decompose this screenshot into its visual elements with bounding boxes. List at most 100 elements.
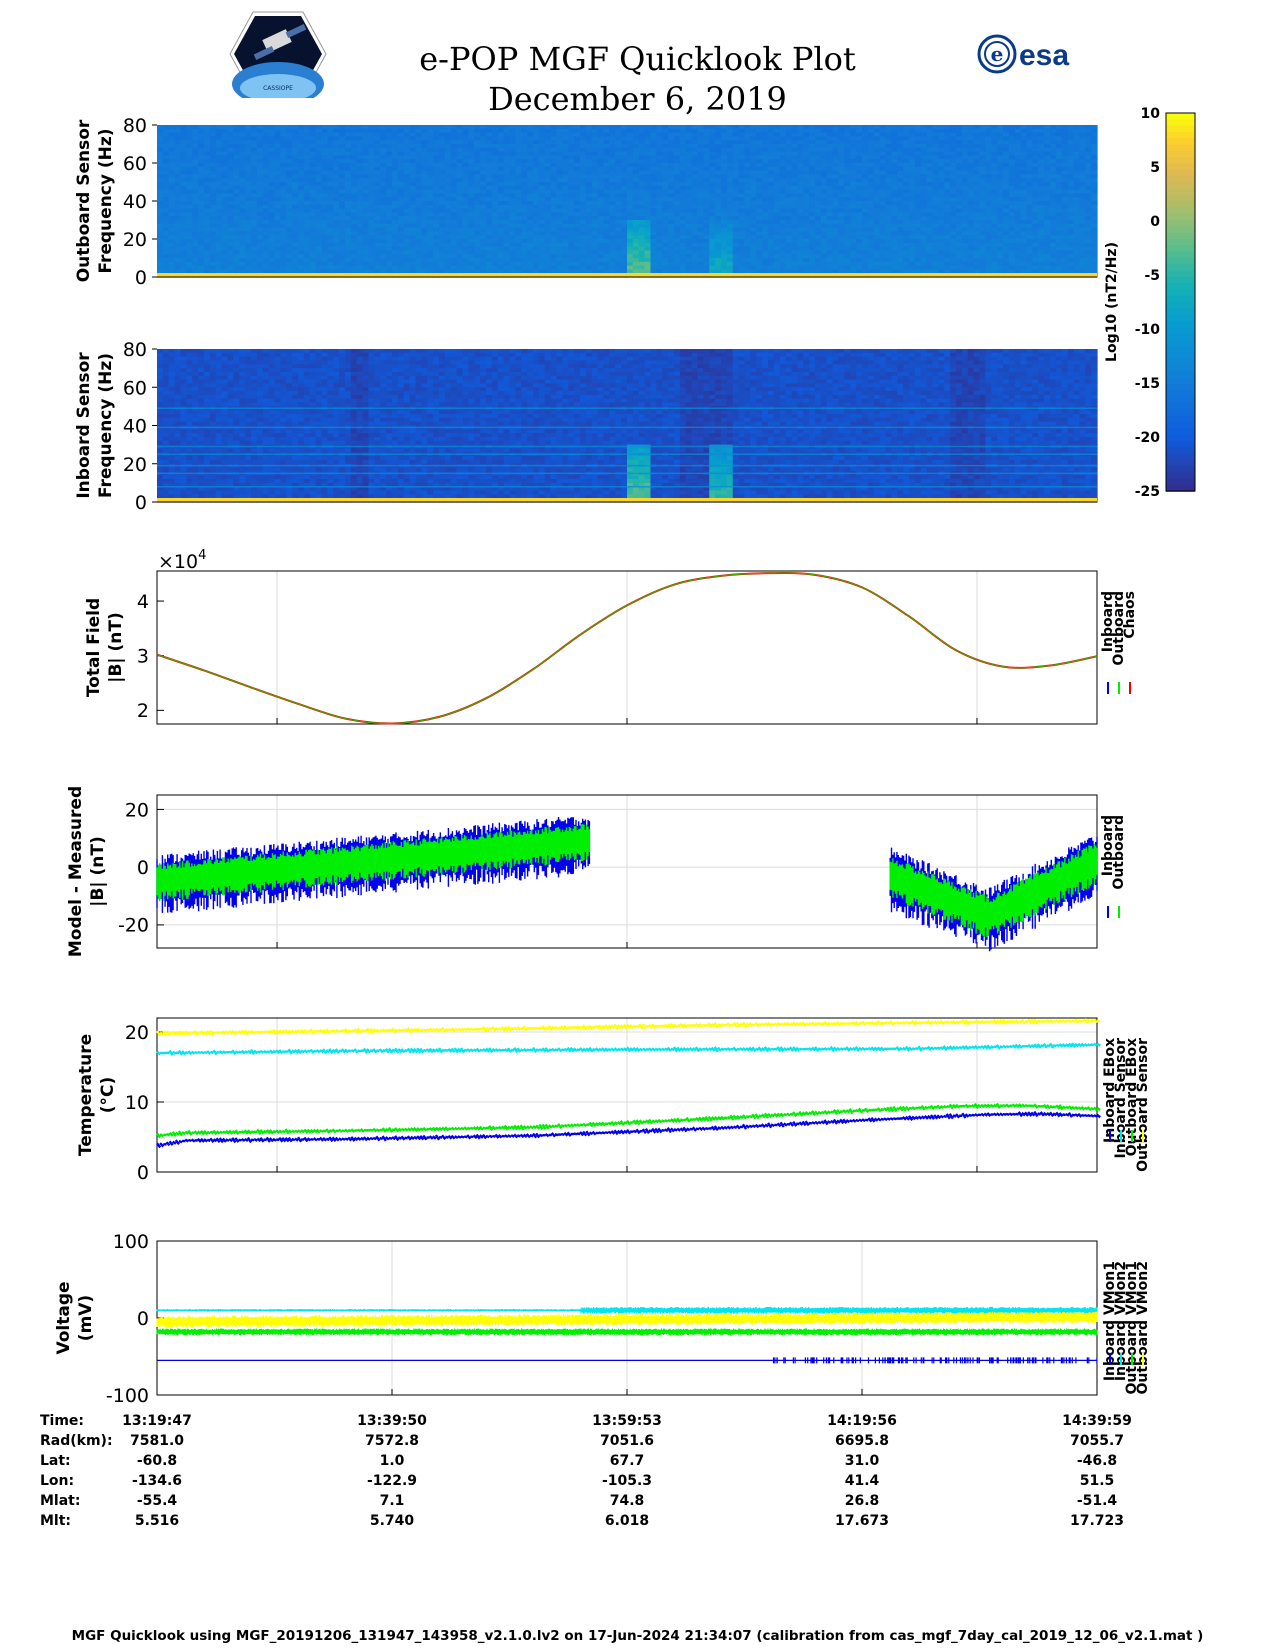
outboard-spectrogram-cell bbox=[773, 250, 781, 255]
outboard-spectrogram-cell bbox=[703, 227, 710, 232]
outboard-spectrogram-cell bbox=[627, 231, 634, 236]
outboard-spectrogram-cell bbox=[374, 197, 381, 202]
outboard-spectrogram-cell bbox=[544, 220, 552, 225]
outboard-spectrogram-cell bbox=[327, 216, 334, 221]
outboard-spectrogram-cell bbox=[556, 174, 563, 179]
outboard-spectrogram-cell bbox=[251, 269, 258, 274]
outboard-spectrogram-cell bbox=[791, 250, 798, 255]
outboard-spectrogram-cell bbox=[486, 265, 493, 270]
outboard-spectrogram-cell bbox=[873, 174, 881, 179]
outboard-spectrogram-cell bbox=[621, 216, 628, 221]
outboard-spectrogram-cell bbox=[350, 132, 358, 137]
outboard-spectrogram-cell bbox=[726, 265, 734, 270]
outboard-spectrogram-cell bbox=[544, 166, 552, 172]
outboard-spectrogram-cell bbox=[838, 254, 845, 259]
outboard-spectrogram-cell bbox=[209, 265, 217, 270]
outboard-spectrogram-cell bbox=[691, 185, 699, 191]
outboard-spectrogram-cell bbox=[785, 201, 793, 206]
outboard-spectrogram-cell bbox=[444, 254, 452, 259]
outboard-spectrogram-cell bbox=[638, 136, 646, 141]
outboard-spectrogram-cell bbox=[227, 185, 234, 191]
outboard-spectrogram-cell bbox=[245, 155, 252, 160]
outboard-spectrogram-cell bbox=[256, 201, 264, 206]
outboard-spectrogram-cell bbox=[403, 189, 411, 194]
outboard-spectrogram-cell bbox=[309, 208, 317, 213]
outboard-spectrogram-cell bbox=[321, 159, 328, 164]
outboard-spectrogram-cell bbox=[638, 178, 646, 183]
outboard-spectrogram-cell bbox=[744, 216, 751, 221]
outboard-spectrogram-cell bbox=[321, 239, 328, 244]
outboard-spectrogram-cell bbox=[627, 193, 634, 198]
outboard-spectrogram-cell bbox=[392, 159, 399, 164]
outboard-spectrogram-cell bbox=[321, 242, 328, 248]
outboard-spectrogram-cell bbox=[574, 155, 581, 160]
outboard-spectrogram-cell bbox=[533, 197, 540, 202]
outboard-spectrogram-cell bbox=[350, 185, 358, 191]
outboard-spectrogram-cell bbox=[709, 265, 716, 270]
outboard-spectrogram-cell bbox=[568, 140, 575, 145]
outboard-spectrogram-cell bbox=[815, 220, 822, 225]
outboard-spectrogram-cell bbox=[444, 258, 452, 263]
outboard-spectrogram-cell bbox=[356, 216, 364, 221]
outboard-spectrogram-cell bbox=[245, 212, 252, 217]
outboard-spectrogram-cell bbox=[597, 170, 605, 175]
outboard-spectrogram-cell bbox=[245, 250, 252, 255]
outboard-spectrogram-cell bbox=[480, 182, 487, 187]
outboard-spectrogram-cell bbox=[386, 227, 393, 232]
outboard-spectrogram-cell bbox=[850, 163, 857, 168]
outboard-spectrogram-cell bbox=[309, 178, 317, 183]
outboard-spectrogram-cell bbox=[779, 265, 787, 270]
outboard-spectrogram-cell bbox=[826, 261, 834, 267]
outboard-spectrogram-cell bbox=[738, 140, 746, 145]
outboard-spectrogram-cell bbox=[656, 231, 663, 236]
outboard-spectrogram-cell bbox=[709, 258, 716, 263]
outboard-spectrogram-cell bbox=[527, 197, 534, 202]
outboard-spectrogram-cell bbox=[392, 197, 399, 202]
outboard-spectrogram-cell bbox=[450, 147, 458, 153]
outboard-spectrogram-cell bbox=[397, 208, 405, 213]
outboard-spectrogram-cell bbox=[803, 170, 810, 175]
outboard-spectrogram-cell bbox=[251, 159, 258, 164]
outboard-spectrogram-cell bbox=[732, 140, 740, 145]
outboard-spectrogram-cell bbox=[227, 269, 234, 274]
outboard-spectrogram-cell bbox=[333, 254, 340, 259]
outboard-spectrogram-cell bbox=[374, 269, 381, 274]
outboard-spectrogram-cell bbox=[556, 254, 563, 259]
outboard-spectrogram-cell bbox=[856, 159, 863, 164]
outboard-spectrogram-cell bbox=[538, 128, 546, 134]
outboard-spectrogram-cell bbox=[697, 185, 704, 191]
outboard-spectrogram-cell bbox=[168, 170, 176, 175]
outboard-spectrogram-cell bbox=[350, 254, 358, 259]
outboard-spectrogram-cell bbox=[585, 125, 593, 130]
outboard-spectrogram-cell bbox=[803, 140, 810, 145]
outboard-spectrogram-cell bbox=[585, 216, 593, 221]
outboard-spectrogram-cell bbox=[480, 163, 487, 168]
outboard-spectrogram-cell bbox=[368, 250, 375, 255]
cassiope-logo-text: CASSIOPE bbox=[263, 85, 293, 92]
outboard-spectrogram-cell bbox=[585, 151, 593, 156]
outboard-spectrogram-cell bbox=[721, 132, 728, 137]
outboard-spectrogram-cell bbox=[638, 174, 646, 179]
outboard-spectrogram-cell bbox=[227, 193, 234, 198]
outboard-spectrogram-cell bbox=[209, 261, 217, 267]
outboard-spectrogram-cell bbox=[174, 178, 182, 183]
outboard-spectrogram-cell bbox=[785, 254, 793, 259]
outboard-spectrogram-cell bbox=[820, 261, 828, 267]
outboard-spectrogram-cell bbox=[174, 269, 182, 274]
outboard-spectrogram-cell bbox=[550, 144, 558, 149]
outboard-spectrogram-cell bbox=[339, 128, 346, 134]
outboard-spectrogram-cell bbox=[386, 185, 393, 191]
outboard-spectrogram-cell bbox=[515, 132, 522, 137]
outboard-spectrogram-cell bbox=[768, 140, 775, 145]
outboard-spectrogram-cell bbox=[362, 178, 370, 183]
outboard-spectrogram-cell bbox=[227, 174, 234, 179]
outboard-spectrogram-cell bbox=[815, 242, 822, 248]
outboard-spectrogram-cell bbox=[462, 185, 469, 191]
outboard-spectrogram-cell bbox=[856, 216, 863, 221]
outboard-spectrogram-cell bbox=[603, 174, 610, 179]
outboard-spectrogram-cell bbox=[762, 170, 769, 175]
outboard-spectrogram-cell bbox=[280, 242, 287, 248]
outboard-spectrogram-cell bbox=[638, 227, 646, 232]
outboard-spectrogram-cell bbox=[562, 204, 569, 210]
cassiope-logo: CASSIOPE bbox=[229, 11, 327, 98]
